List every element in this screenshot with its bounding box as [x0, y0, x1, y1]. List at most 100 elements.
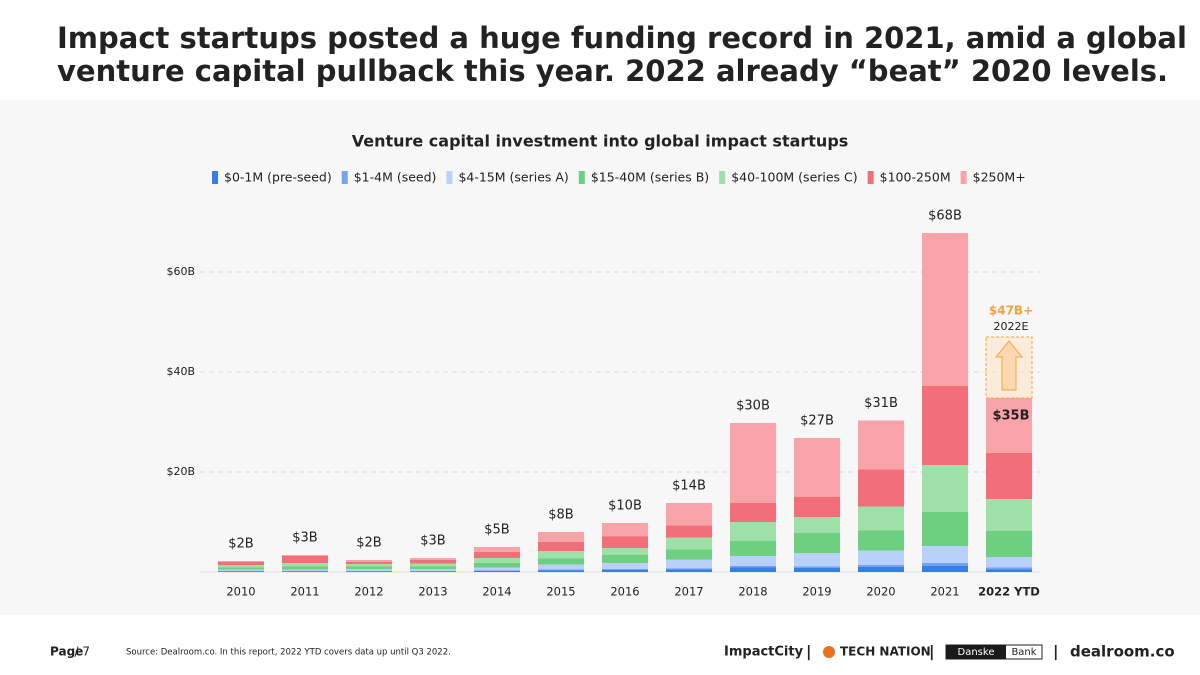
- bar-segment: [282, 563, 328, 567]
- bar-segment: [538, 542, 584, 551]
- bar-segment: [538, 558, 584, 565]
- total-label: $2B: [228, 537, 253, 552]
- legend-label: $15-40M (series B): [591, 170, 709, 185]
- bar-segment: [922, 512, 968, 546]
- bar-segment: [602, 523, 648, 537]
- legend-label: $4-15M (series A): [458, 170, 568, 185]
- x-tick-label: 2016: [610, 585, 639, 599]
- page-label: Page: [50, 645, 83, 659]
- x-tick-label: 2012: [354, 585, 383, 599]
- bar-segment: [858, 469, 904, 507]
- logo: Danske: [958, 647, 995, 658]
- y-tick-label: $40B: [166, 365, 195, 378]
- bar-segment: [282, 555, 328, 556]
- separator: |: [806, 643, 811, 662]
- bar-segment: [346, 569, 392, 571]
- legend-label: $0-1M (pre-seed): [224, 170, 332, 185]
- x-tick-label: 2022 YTD: [978, 585, 1040, 599]
- bar-segment: [858, 565, 904, 567]
- logo-box: [946, 645, 1006, 659]
- bar-segment: [410, 571, 456, 572]
- legend-swatch: [212, 171, 218, 184]
- bar-segment: [922, 563, 968, 566]
- bar-segment: [730, 522, 776, 541]
- separator: |: [929, 643, 934, 662]
- bar-segment: [474, 571, 520, 572]
- legend-swatch: [446, 171, 453, 184]
- bar-segment: [986, 453, 1032, 499]
- total-label: $14B: [672, 479, 706, 494]
- bar-segment: [346, 560, 392, 562]
- bar-segment: [666, 537, 712, 550]
- bar-segment: [538, 570, 584, 572]
- bar-segment: [858, 567, 904, 572]
- bar-segment: [218, 561, 264, 562]
- bar-segment: [602, 555, 648, 563]
- total-label: $8B: [548, 508, 573, 523]
- estimate-arrow: [994, 340, 1024, 391]
- x-tick-label: 2021: [930, 585, 959, 599]
- total-label: $35B: [992, 409, 1029, 424]
- bar-segment: [602, 548, 648, 555]
- legend-swatch: [578, 171, 585, 184]
- bar-segment: [218, 562, 264, 565]
- bar-segment: [986, 557, 1032, 568]
- legend-swatch: [960, 171, 967, 184]
- bar-segment: [922, 386, 968, 465]
- bar-segment: [410, 569, 456, 571]
- bar-segment: [282, 569, 328, 571]
- estimate-label: $47B+: [989, 304, 1033, 318]
- estimate-sublabel: 2022E: [994, 320, 1029, 333]
- x-tick-label: 2019: [802, 585, 831, 599]
- slide-title: Impact startups posted a huge funding re…: [57, 21, 1187, 55]
- x-tick-label: 2011: [290, 585, 319, 599]
- legend-label: $40-100M (series C): [731, 170, 857, 185]
- chart-title: Venture capital investment into global i…: [352, 132, 849, 151]
- x-tick-label: 2015: [546, 585, 575, 599]
- bar-segment: [538, 569, 584, 571]
- legend-swatch: [341, 171, 348, 184]
- total-label: $10B: [608, 499, 642, 514]
- total-label: $2B: [356, 536, 381, 551]
- bar-segment: [666, 568, 712, 570]
- x-tick-label: 2010: [226, 585, 255, 599]
- bar-segment: [282, 566, 328, 570]
- bar-segment: [794, 566, 840, 568]
- bar-segment: [858, 530, 904, 551]
- bar-segment: [794, 568, 840, 572]
- bar-segment: [922, 233, 968, 386]
- source-note: Source: Dealroom.co. In this report, 202…: [126, 648, 451, 658]
- bar-segment: [666, 569, 712, 572]
- bar-segment: [602, 563, 648, 569]
- legend-label: $1-4M (seed): [354, 170, 437, 185]
- bar-segment: [794, 438, 840, 497]
- x-tick-label: 2018: [738, 585, 767, 599]
- bar-segment: [282, 571, 328, 572]
- legend-swatch: [719, 171, 726, 184]
- bar-segment: [730, 423, 776, 503]
- bar-segment: [730, 503, 776, 522]
- bar-segment: [858, 550, 904, 565]
- total-label: $27B: [800, 414, 834, 429]
- bar-segment: [218, 571, 264, 572]
- bar-segment: [282, 556, 328, 563]
- page-number: / 7: [75, 645, 91, 659]
- bar-segment: [730, 567, 776, 572]
- legend-swatch: [867, 171, 874, 184]
- bar-segment: [602, 570, 648, 572]
- bar-segment: [218, 569, 264, 571]
- legend-label: $250M+: [973, 170, 1026, 185]
- bar-segment: [922, 546, 968, 563]
- bar-segment: [602, 536, 648, 548]
- logo: TECH NATION: [840, 645, 931, 659]
- bar-segment: [474, 547, 520, 552]
- bar-segment: [346, 564, 392, 567]
- total-label: $68B: [928, 209, 962, 224]
- logo: ImpactCity: [724, 645, 804, 660]
- bar-segment: [986, 531, 1032, 557]
- bar-segment: [282, 571, 328, 572]
- total-label: $31B: [864, 396, 898, 411]
- bar-segment: [218, 565, 264, 568]
- bar-segment: [922, 566, 968, 572]
